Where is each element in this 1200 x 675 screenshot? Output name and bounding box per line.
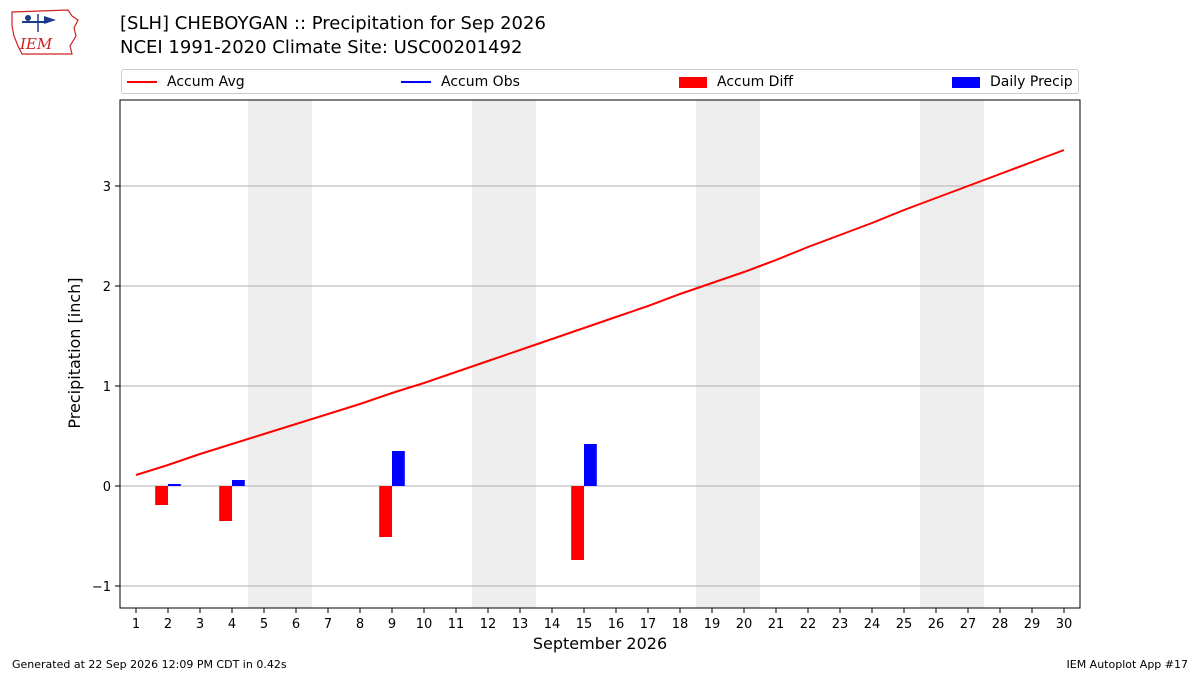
- x-tick-label: 28: [992, 617, 1009, 632]
- legend-swatch-diff: [679, 76, 707, 88]
- x-tick-label: 3: [196, 617, 204, 632]
- weekend-band: [472, 100, 536, 608]
- daily-precip-bar: [392, 451, 405, 486]
- x-tick-label: 18: [672, 617, 689, 632]
- x-tick-label: 8: [356, 617, 364, 632]
- x-tick-label: 24: [864, 617, 881, 632]
- y-tick-label: 2: [103, 280, 111, 295]
- accum-diff-bar: [219, 486, 232, 521]
- x-tick-label: 21: [768, 617, 785, 632]
- legend-label-avg: Accum Avg: [167, 74, 245, 90]
- chart-title: [SLH] CHEBOYGAN :: Precipitation for Sep…: [120, 13, 546, 34]
- y-tick-label: 0: [103, 480, 111, 495]
- x-tick-label: 11: [448, 617, 465, 632]
- iem-logo: IEM: [8, 6, 82, 60]
- x-tick-label: 2: [164, 617, 172, 632]
- x-tick-label: 12: [480, 617, 497, 632]
- accum-diff-bar: [155, 486, 168, 505]
- y-tick-label: 1: [103, 380, 111, 395]
- generated-note: Generated at 22 Sep 2026 12:09 PM CDT in…: [12, 658, 287, 671]
- daily-precip-bar: [584, 444, 597, 486]
- x-tick-label: 23: [832, 617, 849, 632]
- x-tick-label: 29: [1024, 617, 1041, 632]
- legend-swatch-obs: [401, 81, 431, 83]
- daily-precip-bar: [232, 480, 245, 486]
- accum-diff-bar: [379, 486, 392, 537]
- x-tick-label: 16: [608, 617, 625, 632]
- x-tick-label: 17: [640, 617, 657, 632]
- x-tick-label: 27: [960, 617, 977, 632]
- app-note: IEM Autoplot App #17: [1066, 658, 1189, 671]
- legend-swatch-daily: [952, 76, 980, 88]
- legend-label-obs: Accum Obs: [441, 74, 520, 90]
- y-tick-label: −1: [92, 580, 111, 595]
- legend-item-avg: Accum Avg: [127, 73, 245, 91]
- x-tick-label: 10: [416, 617, 433, 632]
- x-tick-label: 6: [292, 617, 300, 632]
- weekend-band: [920, 100, 984, 608]
- legend-item-daily: Daily Precip: [952, 73, 1073, 91]
- plot-frame: [119, 99, 1081, 609]
- x-tick-label: 1: [132, 617, 140, 632]
- x-tick-label: 20: [736, 617, 753, 632]
- accum-avg-line: [135, 149, 1065, 476]
- x-tick-label: 25: [896, 617, 913, 632]
- x-tick-label: 9: [388, 617, 396, 632]
- legend: Accum Avg Accum Obs Accum Diff Daily Pre…: [121, 69, 1079, 94]
- y-axis-label: Precipitation [inch]: [65, 277, 84, 429]
- x-tick-label: 4: [228, 617, 236, 632]
- logo-text: IEM: [19, 35, 53, 53]
- chart-subtitle: NCEI 1991-2020 Climate Site: USC00201492: [120, 37, 523, 58]
- x-tick-label: 13: [512, 617, 529, 632]
- x-tick-label: 30: [1056, 617, 1073, 632]
- daily-precip-bar: [168, 484, 181, 486]
- weekend-band: [696, 100, 760, 608]
- accum-diff-bar: [571, 486, 584, 560]
- x-tick-label: 22: [800, 617, 817, 632]
- weekend-band: [248, 100, 312, 608]
- x-axis-label: September 2026: [532, 634, 668, 653]
- legend-label-daily: Daily Precip: [990, 74, 1073, 90]
- x-tick-label: 14: [544, 617, 561, 632]
- legend-label-diff: Accum Diff: [717, 74, 794, 90]
- x-tick-label: 19: [704, 617, 721, 632]
- legend-swatch-avg: [127, 81, 157, 83]
- x-tick-label: 26: [928, 617, 945, 632]
- y-tick-label: 3: [103, 180, 111, 195]
- x-tick-label: 5: [260, 617, 268, 632]
- legend-item-diff: Accum Diff: [679, 73, 793, 91]
- x-tick-label: 7: [324, 617, 332, 632]
- legend-item-obs: Accum Obs: [401, 73, 520, 91]
- x-tick-label: 15: [576, 617, 593, 632]
